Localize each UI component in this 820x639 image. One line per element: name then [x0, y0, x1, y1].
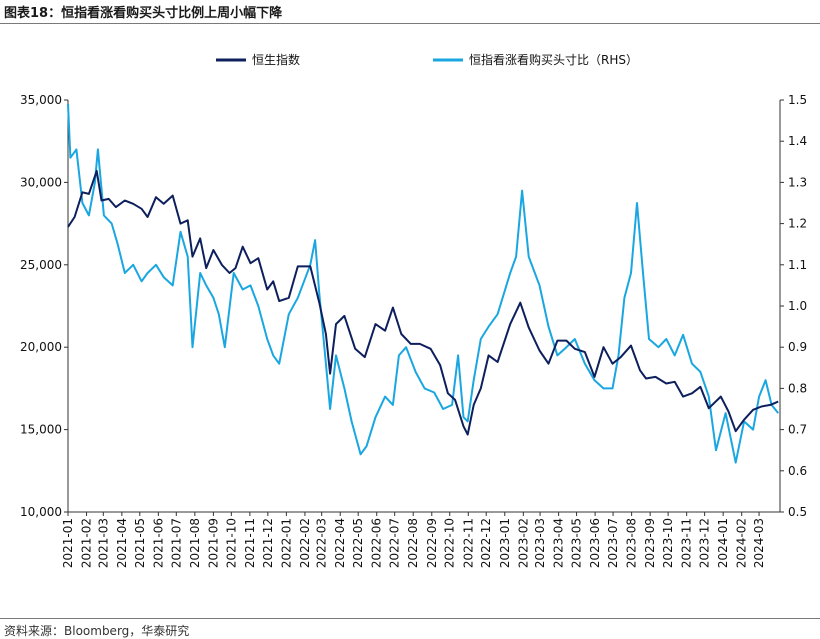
x-tick-label: 2022-01 — [279, 518, 293, 568]
y-left-tick-label: 25,000 — [20, 258, 62, 272]
y-right-tick-label: 1.4 — [788, 134, 807, 148]
series-group — [67, 104, 779, 464]
x-tick-label: 2021-01 — [61, 518, 75, 568]
footer: 资料来源：Bloomberg，华泰研究 — [0, 612, 820, 639]
footer-rule — [0, 618, 820, 619]
header: 图表18：恒指看涨看购买头寸比例上周小幅下降 — [0, 0, 820, 24]
x-tick-label: 2021-02 — [80, 518, 94, 568]
x-tick-label: 2023-12 — [698, 518, 712, 568]
x-tick-label: 2022-11 — [461, 518, 475, 568]
x-tick-label: 2021-10 — [224, 518, 238, 568]
x-tick-label: 2021-07 — [169, 518, 183, 568]
x-tick-label: 2022-08 — [406, 518, 420, 568]
y-left-tick-label: 30,000 — [20, 175, 62, 189]
y-right-tick-label: 1.2 — [788, 217, 807, 231]
chart: 恒生指数 恒指看涨看购买头寸比（RHS） 10,000 15,000 20,000 2… — [20, 52, 807, 568]
x-tick-label: 2023-07 — [606, 518, 620, 568]
x-tick-label: 2023-06 — [588, 518, 602, 568]
x-tick-label: 2022-10 — [443, 518, 457, 568]
y-right-tick-label: 1.0 — [788, 299, 807, 313]
x-tick-label: 2021-03 — [96, 518, 110, 568]
x-tick-label: 2023-05 — [570, 518, 584, 568]
x-tick-label: 2021-05 — [133, 518, 147, 568]
y-right-tick-label: 0.9 — [788, 340, 807, 354]
x-tick-label: 2022-07 — [388, 518, 402, 568]
x-tick-label: 2022-09 — [425, 518, 439, 568]
x-tick-label: 2024-02 — [735, 518, 749, 568]
x-tick-label: 2021-04 — [115, 518, 129, 568]
x-tick-label: 2022-03 — [315, 518, 329, 568]
x-tick-label: 2022-05 — [351, 518, 365, 568]
y-left-tick-label: 20,000 — [20, 340, 62, 354]
y-right-tick-label: 0.7 — [788, 423, 807, 437]
header-rule — [0, 23, 820, 24]
y-left-tick-label: 10,000 — [20, 505, 62, 519]
y-right-tick-label: 0.6 — [788, 464, 807, 478]
x-tick-label: 2022-04 — [333, 518, 347, 568]
x-tick-label: 2023-02 — [516, 518, 530, 568]
x-tick-label: 2021-09 — [206, 518, 220, 568]
y-right-tick-label: 1.1 — [788, 258, 807, 272]
x-tick-label: 2023-09 — [643, 518, 657, 568]
y-left-tick-label: 15,000 — [20, 423, 62, 437]
x-tick-label: 2021-08 — [188, 518, 202, 568]
x-tick-label: 2021-12 — [261, 518, 275, 568]
legend: 恒生指数 恒指看涨看购买头寸比（RHS） — [216, 52, 638, 67]
y-right-tick-label: 0.5 — [788, 505, 807, 519]
series-line-hsi — [67, 169, 779, 436]
x-tick-label: 2023-08 — [625, 518, 639, 568]
x-tick-label: 2022-12 — [479, 518, 493, 568]
x-tick-label: 2021-11 — [243, 518, 257, 568]
x-tick-label: 2021-06 — [151, 518, 165, 568]
y-right-tick-label: 1.5 — [788, 93, 807, 107]
y-right-tick-label: 0.8 — [788, 381, 807, 395]
x-tick-label: 2024-01 — [716, 518, 730, 568]
y-left-tick-label: 35,000 — [20, 93, 62, 107]
axes: 10,000 15,000 20,000 25,000 30,000 35,000 0.5 0… — [20, 93, 807, 568]
x-tick-label: 2023-03 — [533, 518, 547, 568]
legend-label-ratio: 恒指看涨看购买头寸比（RHS） — [469, 52, 638, 67]
source-note: 资料来源：Bloomberg，华泰研究 — [4, 624, 190, 638]
series-line-ratio — [67, 104, 779, 464]
x-tick-label: 2023-01 — [498, 518, 512, 568]
x-tick-label: 2022-06 — [370, 518, 384, 568]
x-tick-label: 2023-04 — [552, 518, 566, 568]
x-tick-label: 2023-10 — [661, 518, 675, 568]
x-tick-label: 2024-03 — [752, 518, 766, 568]
chart-title: 图表18：恒指看涨看购买头寸比例上周小幅下降 — [4, 6, 283, 21]
y-right-tick-label: 1.3 — [788, 175, 807, 189]
legend-label-hsi: 恒生指数 — [252, 52, 300, 67]
x-tick-label: 2023-11 — [680, 518, 694, 568]
x-tick-label: 2022-02 — [298, 518, 312, 568]
